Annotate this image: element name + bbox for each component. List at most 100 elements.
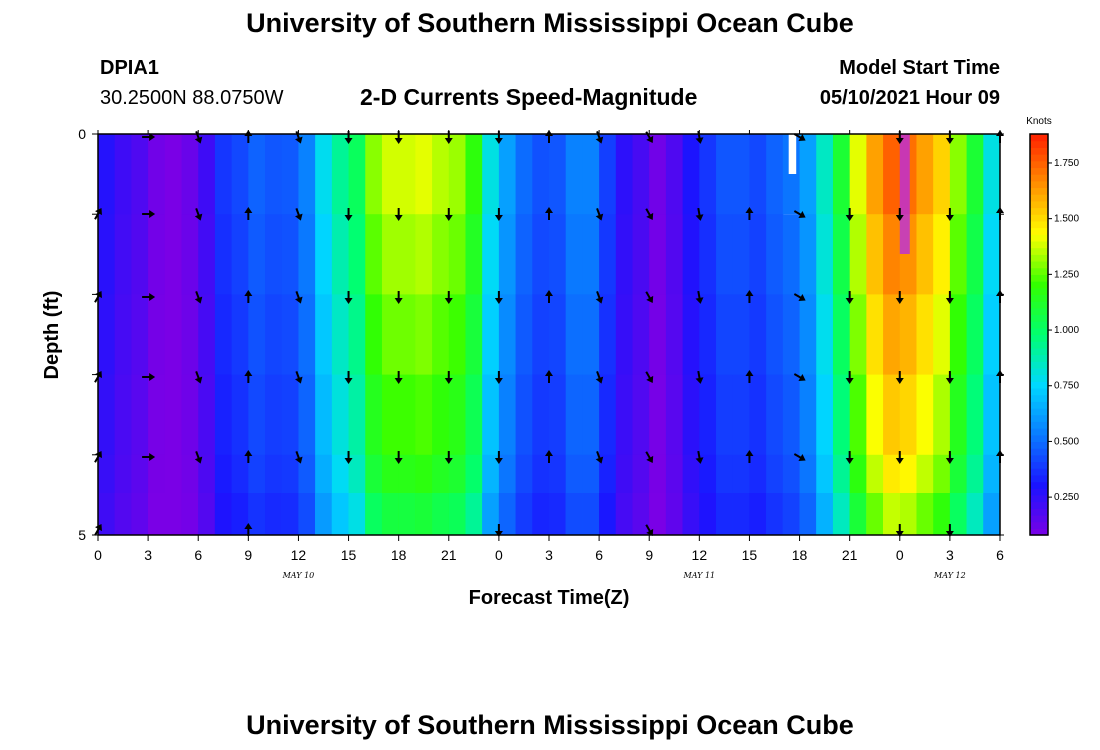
current-arrow (295, 291, 303, 304)
heatmap-cell (248, 214, 266, 295)
heatmap-cell (749, 294, 767, 376)
heatmap-cell (949, 493, 968, 535)
heatmap-cell (448, 214, 466, 295)
colorbar-swatch (1030, 441, 1048, 449)
current-arrow (244, 290, 253, 303)
colorbar-swatch (1030, 140, 1048, 148)
colorbar-swatch (1030, 508, 1048, 516)
heatmap-cell (131, 214, 149, 295)
colorbar-swatch (1030, 227, 1048, 235)
heatmap-cell (148, 374, 166, 456)
current-arrow (194, 208, 203, 221)
heatmap-cell (164, 134, 183, 215)
current-arrow (344, 208, 353, 221)
heatmap-cell (348, 493, 366, 535)
heatmap-cell (665, 374, 684, 456)
current-arrow (244, 450, 253, 463)
heatmap-cell (966, 214, 984, 295)
heatmap-cell (766, 134, 784, 215)
heatmap-cell (465, 374, 483, 456)
colorbar-swatch (1030, 501, 1048, 509)
colorbar-swatch (1030, 374, 1048, 382)
heatmap-cell (365, 134, 383, 215)
heatmap-cell (899, 294, 917, 376)
heatmap-cell (716, 214, 734, 295)
current-arrow (645, 291, 654, 304)
colorbar-swatch (1030, 354, 1048, 362)
heatmap-cell (198, 493, 216, 535)
current-arrow (745, 207, 754, 220)
heatmap-cell (983, 374, 1001, 456)
colorbar-frame (1029, 133, 1049, 536)
heatmap-cell-missing (788, 134, 797, 174)
heatmap-cell (716, 374, 734, 456)
current-arrow (394, 451, 403, 464)
heatmap-cell (164, 214, 183, 295)
heatmap-cell (933, 374, 951, 456)
current-arrow (194, 291, 203, 304)
heatmap-cell (415, 493, 433, 535)
colorbar-swatch (1030, 401, 1048, 409)
heatmap-cell (749, 134, 767, 215)
heatmap-cell (315, 294, 333, 376)
heatmap-cell (615, 134, 634, 215)
current-arrow (545, 450, 553, 463)
colorbar-swatch (1030, 214, 1048, 222)
heatmap-cell (849, 493, 867, 535)
colorbar-swatch (1030, 334, 1048, 342)
heatmap-cell (148, 493, 166, 535)
heatmap-cell (615, 493, 634, 535)
heatmap-cell (649, 374, 667, 456)
current-arrow (494, 208, 503, 221)
heatmap-cell (883, 493, 901, 535)
heatmap-cell (131, 294, 149, 376)
heatmap-cell (699, 493, 717, 535)
heatmap-cell (832, 294, 851, 376)
heatmap-cell (599, 214, 617, 295)
heatmap-cell (632, 294, 650, 376)
current-arrow (895, 451, 904, 464)
heatmap-cell (214, 493, 233, 535)
heatmap-cell (465, 134, 483, 215)
heatmap-cell (448, 493, 466, 535)
current-arrow (142, 133, 156, 141)
heatmap-cell (565, 294, 583, 376)
current-arrow (645, 131, 654, 144)
current-arrow (344, 291, 353, 304)
colorbar-swatch (1030, 154, 1048, 162)
heatmap-cell (582, 134, 600, 215)
heatmap-cell (799, 214, 817, 295)
heatmap-cell (949, 374, 968, 456)
heatmap-cell (315, 374, 333, 456)
colorbar-swatch (1030, 314, 1048, 322)
heatmap-cell (649, 294, 667, 376)
colorbar-swatch (1030, 341, 1048, 349)
heatmap-cell (331, 493, 350, 535)
heatmap-cell (348, 294, 366, 376)
heatmap-cell (465, 493, 483, 535)
colorbar-swatch (1030, 247, 1048, 255)
heatmap-cell (899, 134, 910, 254)
y-tick-label: 5 (78, 527, 86, 543)
current-arrow (494, 524, 503, 537)
colorbar-swatch (1030, 174, 1048, 182)
heatmap-cell (966, 493, 984, 535)
colorbar-swatch (1030, 414, 1048, 422)
heatmap-cell (699, 294, 717, 376)
heatmap-cell (916, 214, 934, 295)
colorbar-swatch (1030, 488, 1048, 496)
heatmap-cell (782, 493, 801, 535)
current-arrow (945, 291, 954, 304)
heatmap-cell (549, 493, 567, 535)
heatmap-cell (582, 214, 600, 295)
colorbar-swatch (1030, 514, 1048, 523)
heatmap-cell (365, 374, 383, 456)
heatmap-cell (532, 294, 550, 376)
heatmap-cell (365, 294, 383, 376)
x-tick-label: 6 (595, 547, 603, 563)
current-arrow (595, 451, 604, 464)
heatmap-cell (883, 214, 901, 295)
current-arrow (845, 371, 854, 384)
y-axis-label: Depth (ft) (41, 291, 63, 380)
heatmap-cell (582, 493, 600, 535)
